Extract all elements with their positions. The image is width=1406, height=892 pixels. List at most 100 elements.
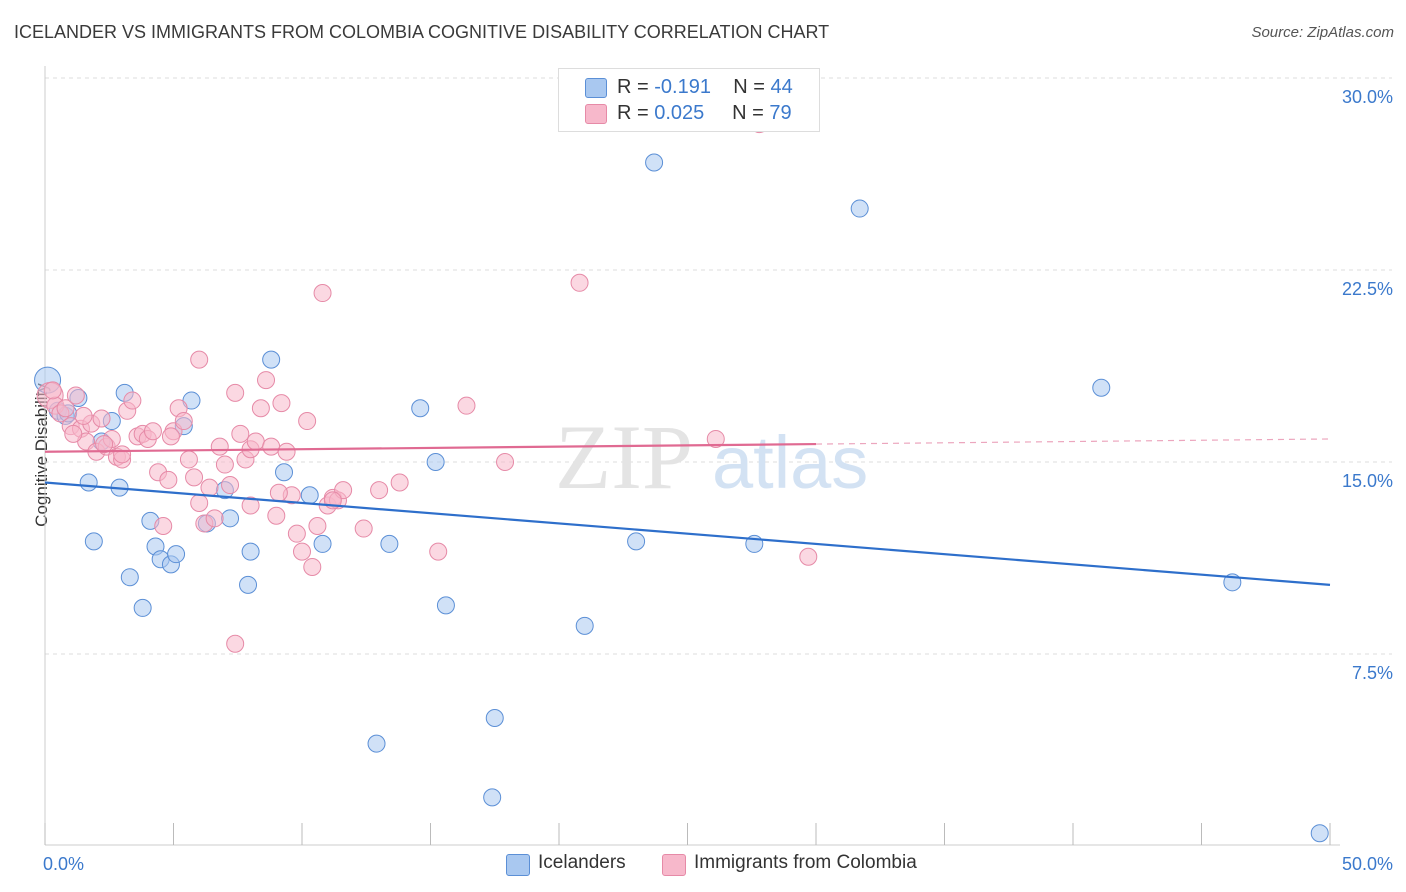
icelander-point [275,463,294,482]
colombia-point [496,453,515,471]
colombia-point [370,481,389,500]
colombia-point [205,509,224,528]
colombia-point [241,496,260,515]
x-tick-label: 50.0% [1342,854,1393,874]
colombia-point [570,273,589,292]
colombia-point [154,517,173,535]
colombia-point [429,542,448,561]
data-points [34,115,1329,843]
colombia-point [161,427,180,446]
colombia-point [293,542,311,561]
icelander-point [79,473,98,492]
colombia-point [210,437,229,456]
icelander-point [380,534,399,553]
icelander-point [575,616,594,635]
bottom-legend-label: Icelanders [538,852,626,873]
colombia-point [269,483,288,502]
colombia-point [226,383,245,402]
icelander-trend-line [44,481,1331,586]
y-tick-label: 7.5% [1352,663,1393,683]
colombia-point [179,450,198,469]
icelander-point [483,788,502,807]
legend-r-value: -0.191 [654,76,711,98]
colombia-point [354,519,373,538]
watermark-atlas: atlas [712,421,868,504]
colombia-point [390,473,409,492]
colombia-point [226,634,245,653]
icelander-point [627,532,646,551]
colombia-point [123,391,142,410]
colombia-point [190,493,209,512]
icelander-point [241,542,260,561]
watermark: ZIP atlas [555,406,868,508]
icelander-point [120,568,139,587]
colombia-point [174,412,193,431]
icelander-point [239,575,258,594]
colombia-point [298,412,317,431]
colombia-point [64,424,83,443]
icelander-point [367,734,386,753]
colombia-point [262,437,281,456]
colombia-point [215,455,234,474]
axes [44,66,1340,846]
tick-labels: 7.5% 15.0% 22.5% 30.0% 0.0% 50.0% [43,87,1393,874]
icelander-point [1092,378,1111,397]
icelander-point [411,399,430,418]
legend-r-label: R = [617,76,655,98]
colombia-point [95,435,114,454]
bottom-legend-swatch-colombia [662,854,686,876]
colombia-point [277,442,296,461]
legend-swatch-icelanders [585,78,607,98]
watermark-zip: ZIP [555,406,693,508]
y-tick-label: 22.5% [1342,279,1393,299]
colombia-trend-line-dashed [815,438,1331,445]
bottom-legend-label: Immigrants from Colombia [694,852,917,873]
colombia-point [113,445,132,464]
colombia-point [303,557,322,576]
colombia-point [185,468,204,487]
legend-r-value: 0.025 [654,102,705,124]
colombia-point [43,381,62,400]
colombia-point [231,424,250,443]
colombia-point [246,432,265,451]
icelander-point [436,596,455,615]
icelander-point [645,153,664,172]
x-tick-label: 0.0% [43,854,84,874]
icelander-point [84,532,103,551]
icelander-point [313,534,332,553]
legend-n-value: 44 [770,76,793,98]
legend-n-value: 79 [769,102,792,124]
icelander-point [221,509,240,528]
colombia-point [267,506,286,525]
colombia-point [74,406,93,425]
icelander-point [485,709,504,727]
trend-lines [44,438,1331,586]
colombia-point [92,409,111,428]
colombia-point [287,524,306,543]
colombia-point [200,478,219,497]
icelander-point [850,199,869,218]
colombia-point [308,517,327,535]
colombia-point [457,396,476,415]
colombia-point [799,547,818,566]
colombia-point [313,284,332,303]
colombia-point [251,399,270,418]
legend-swatch-colombia [585,104,607,124]
legend-n-label: N = [732,102,770,124]
icelander-point [426,453,445,471]
icelander-point [262,350,281,369]
colombia-point [257,371,276,390]
stats-legend: R = -0.191 N = 44 R = 0.025 N = 79 [558,68,820,132]
colombia-point [706,429,725,448]
colombia-point [272,394,291,413]
y-tick-label: 30.0% [1342,87,1393,107]
legend-n-label: N = [733,76,771,98]
source-label: Source: ZipAtlas.com [1251,24,1394,41]
chart-title: ICELANDER VS IMMIGRANTS FROM COLOMBIA CO… [14,22,830,42]
bottom-legend-swatch-icelanders [506,854,530,876]
icelander-point [167,545,186,564]
grid-lines [45,77,1392,655]
colombia-point [66,386,85,405]
colombia-point [159,470,178,489]
